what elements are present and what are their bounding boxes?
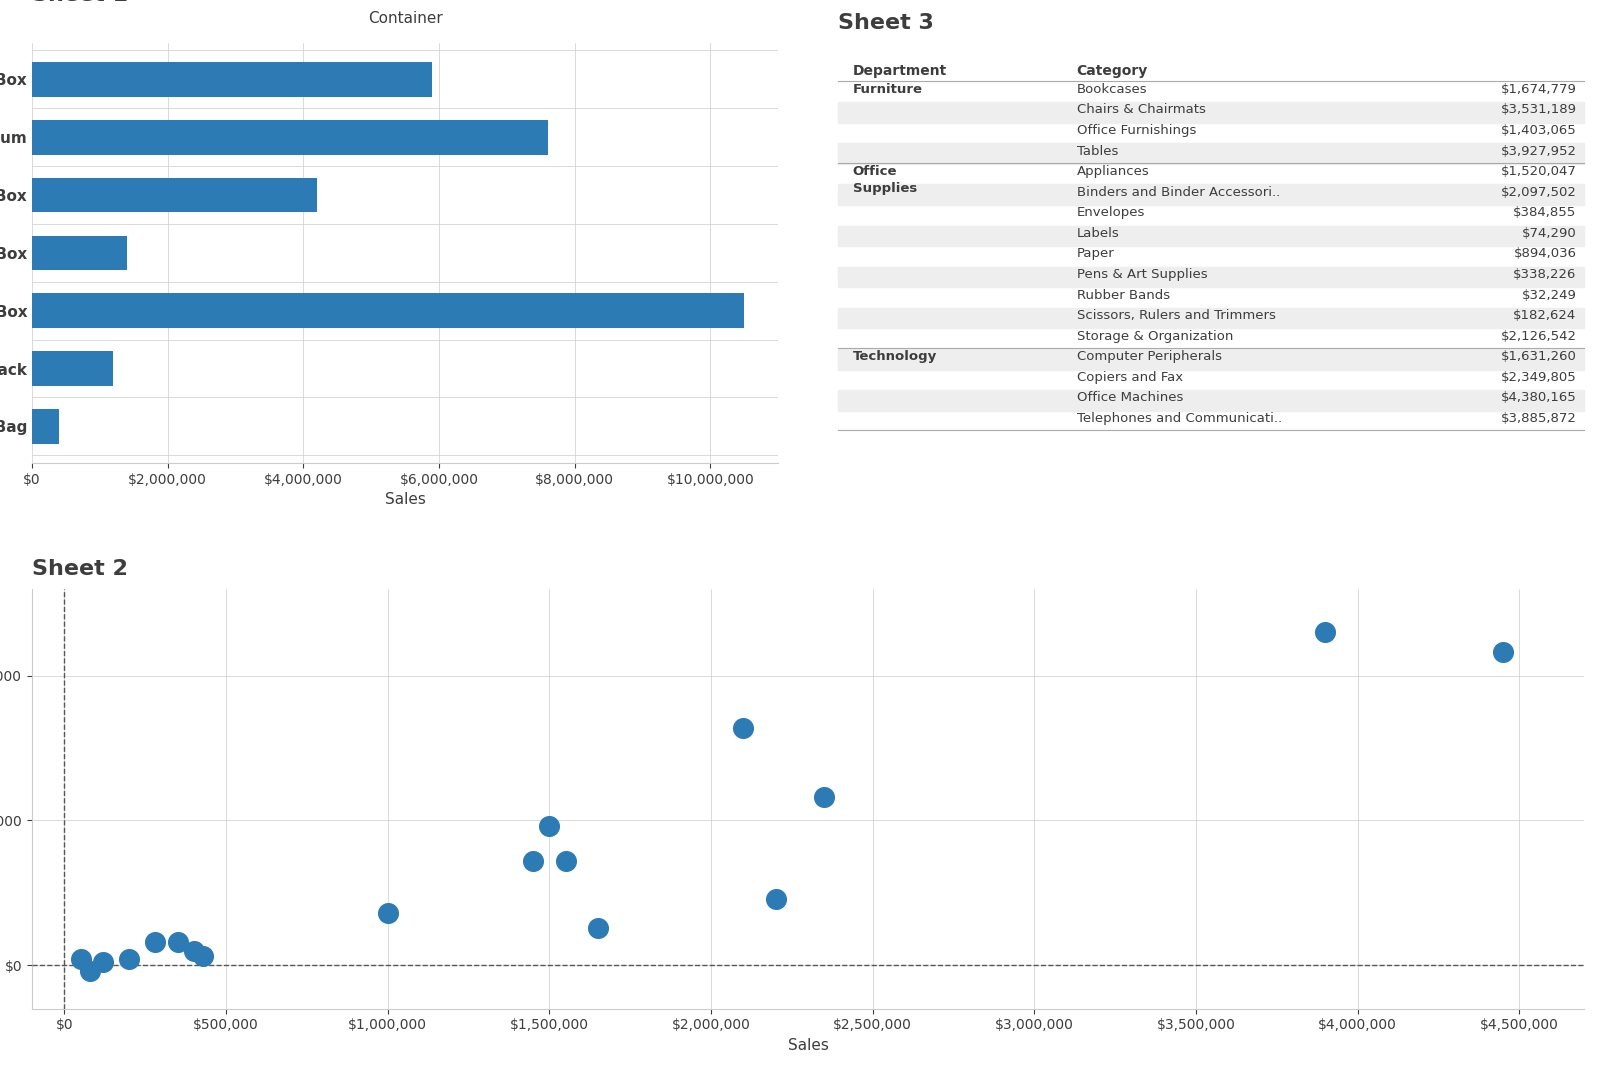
Point: [67, 951, 93, 968]
Text: Container: Container: [368, 11, 443, 26]
Text: $32,249: $32,249: [1522, 289, 1576, 302]
Text: Department: Department: [853, 64, 947, 78]
Text: Technology: Technology: [853, 350, 938, 364]
Text: $4,380,165: $4,380,165: [1501, 392, 1576, 405]
Text: Tables: Tables: [1077, 145, 1118, 158]
Point: [1490, 644, 1515, 661]
Text: Copiers and Fax: Copiers and Fax: [1077, 371, 1182, 384]
Bar: [838, 144, 1584, 164]
Point: [811, 789, 837, 806]
Text: Labels: Labels: [1077, 226, 1120, 240]
Text: $1,520,047: $1,520,047: [1501, 165, 1576, 178]
Text: $1,631,260: $1,631,260: [1501, 350, 1576, 364]
Text: Office Machines: Office Machines: [1077, 392, 1182, 405]
Text: $894,036: $894,036: [1514, 248, 1576, 261]
Text: $2,097,502: $2,097,502: [1501, 186, 1576, 199]
Bar: [838, 391, 1584, 411]
Text: Paper: Paper: [1077, 248, 1114, 261]
Text: $182,624: $182,624: [1514, 309, 1576, 322]
Text: $1,403,065: $1,403,065: [1501, 124, 1576, 137]
Text: Appliances: Appliances: [1077, 165, 1149, 178]
Text: Rubber Bands: Rubber Bands: [1077, 289, 1170, 302]
Text: $2,349,805: $2,349,805: [1501, 371, 1576, 384]
Point: [374, 905, 400, 922]
Bar: [838, 102, 1584, 122]
Point: [536, 818, 562, 835]
Text: $3,885,872: $3,885,872: [1501, 412, 1576, 425]
Text: Sheet 3: Sheet 3: [838, 13, 934, 33]
X-axis label: Sales: Sales: [384, 493, 426, 508]
Point: [586, 918, 611, 936]
Text: $338,226: $338,226: [1514, 268, 1576, 281]
Text: Envelopes: Envelopes: [1077, 206, 1146, 219]
Bar: [32, 293, 744, 328]
Text: Office
Supplies: Office Supplies: [853, 165, 917, 195]
Text: $3,531,189: $3,531,189: [1501, 103, 1576, 116]
Bar: [838, 308, 1584, 328]
Bar: [838, 267, 1584, 288]
Text: Office Furnishings: Office Furnishings: [1077, 124, 1195, 137]
Point: [731, 719, 757, 736]
Text: Scissors, Rulers and Trimmers: Scissors, Rulers and Trimmers: [1077, 309, 1275, 322]
Text: Sheet 1: Sheet 1: [32, 0, 128, 5]
Bar: [32, 409, 59, 444]
X-axis label: Sales: Sales: [787, 1038, 829, 1053]
Text: $74,290: $74,290: [1522, 226, 1576, 240]
Bar: [32, 351, 114, 386]
Point: [763, 890, 789, 907]
Point: [190, 947, 216, 965]
Text: $3,927,952: $3,927,952: [1501, 145, 1576, 158]
Text: Computer Peripherals: Computer Peripherals: [1077, 350, 1222, 364]
Point: [520, 852, 546, 869]
Point: [77, 962, 102, 980]
Point: [142, 934, 168, 951]
Text: Furniture: Furniture: [853, 83, 923, 95]
Text: Pens & Art Supplies: Pens & Art Supplies: [1077, 268, 1208, 281]
Bar: [32, 178, 317, 212]
Text: $1,674,779: $1,674,779: [1501, 83, 1576, 95]
Text: Telephones and Communicati..: Telephones and Communicati..: [1077, 412, 1282, 425]
Bar: [838, 349, 1584, 369]
Text: Category: Category: [1077, 64, 1147, 78]
Text: Sheet 2: Sheet 2: [32, 559, 128, 578]
Point: [117, 951, 142, 968]
Bar: [838, 185, 1584, 205]
Text: Storage & Organization: Storage & Organization: [1077, 329, 1234, 342]
Text: Bookcases: Bookcases: [1077, 83, 1147, 95]
Point: [165, 934, 190, 951]
Point: [552, 852, 578, 869]
Bar: [32, 120, 547, 155]
Text: Chairs & Chairmats: Chairs & Chairmats: [1077, 103, 1205, 116]
Text: Binders and Binder Accessori..: Binders and Binder Accessori..: [1077, 186, 1280, 199]
Point: [181, 942, 206, 959]
Bar: [838, 225, 1584, 246]
Point: [1312, 623, 1338, 641]
Point: [90, 954, 115, 971]
Text: $2,126,542: $2,126,542: [1501, 329, 1576, 342]
Text: $384,855: $384,855: [1514, 206, 1576, 219]
Bar: [32, 235, 126, 270]
Bar: [32, 62, 432, 97]
